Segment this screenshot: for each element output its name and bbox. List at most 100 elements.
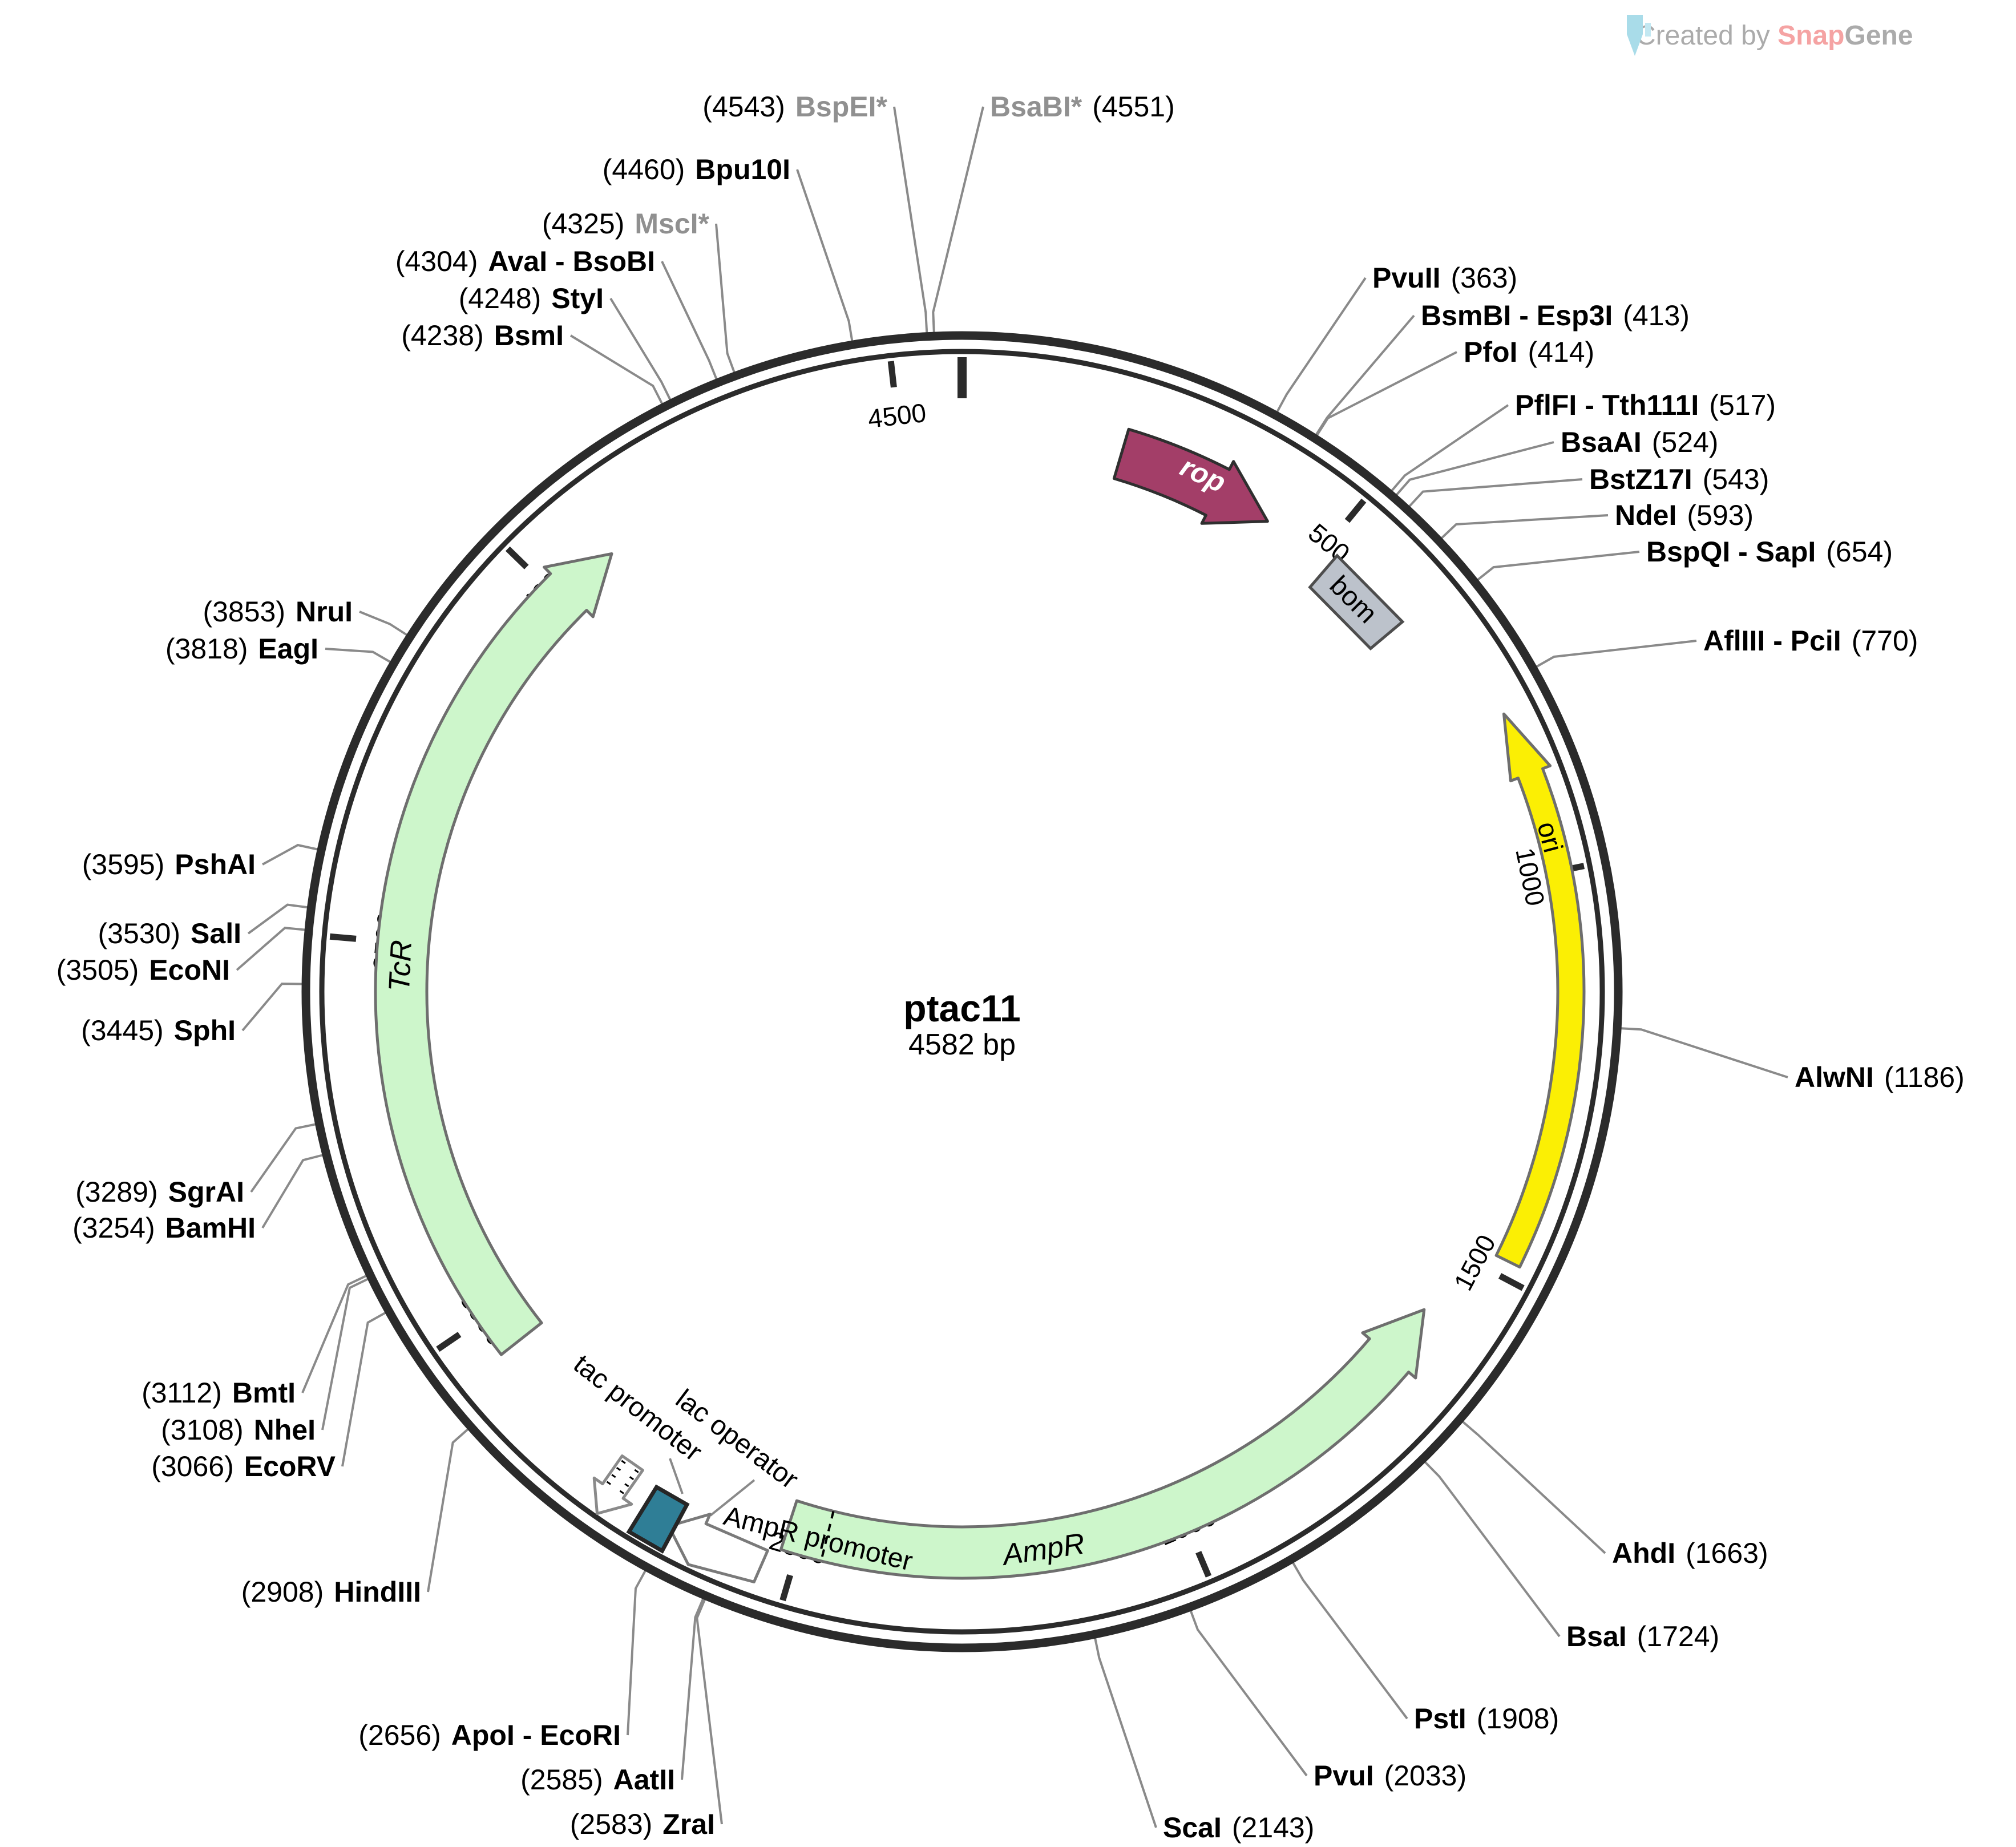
site-label-PvuI: PvuI (2033) <box>1314 1760 1466 1792</box>
site-label-MscI: (4325) MscI* <box>542 208 710 240</box>
site-label-BsmI: (4238) BsmI <box>401 320 564 351</box>
site-label-EcoRV: (3066) EcoRV <box>151 1450 336 1482</box>
site-label-BsaBI: BsaBI* (4551) <box>990 91 1175 123</box>
site-label-SalI: (3530) SalI <box>98 918 241 949</box>
feature-tac-promoter <box>592 1454 644 1515</box>
site-label-BspQISapI: BspQI - SapI (654) <box>1646 536 1893 568</box>
leader-line-BsmI <box>569 334 663 405</box>
plasmid-title-block: ptac11 4582 bp <box>734 987 1190 1062</box>
tick-label-500: 500 <box>1303 518 1355 568</box>
feature-bom <box>1308 553 1405 650</box>
leader-line-SalI <box>247 903 308 935</box>
leader-line-AatII <box>681 1598 704 1780</box>
watermark-text: Created by SnapGene <box>1636 20 1913 51</box>
site-label-AlwNI: AlwNI (1186) <box>1795 1061 1965 1093</box>
tick-4000 <box>505 546 529 569</box>
leader-line-SphI <box>241 983 302 1032</box>
feature-label-ori: ori <box>1531 819 1568 856</box>
plasmid-size: 4582 bp <box>908 1028 1016 1062</box>
site-label-BspEI: (4543) BspEI* <box>702 91 887 123</box>
tube-notch <box>1645 23 1651 37</box>
leader-line-Bpu10I <box>796 169 854 341</box>
snapgene-watermark: Created by SnapGene <box>1623 13 1913 58</box>
site-label-BstZ17I: BstZ17I (543) <box>1589 463 1769 495</box>
leader-line-PflFITth111I <box>1391 404 1509 492</box>
site-label-PstI: PstI (1908) <box>1414 1703 1559 1735</box>
site-label-EcoNI: (3505) EcoNI <box>56 954 230 986</box>
tick-2500 <box>779 1574 793 1602</box>
leader-line-BsaI <box>1424 1461 1561 1638</box>
site-label-PfoI: PfoI (414) <box>1464 336 1594 368</box>
tick-2000 <box>1195 1551 1212 1578</box>
site-label-SphI: (3445) SphI <box>81 1015 236 1046</box>
leader-line-AlwNI <box>1621 1027 1788 1078</box>
plasmid-name: ptac11 <box>903 987 1021 1029</box>
site-label-AflIIIPciI: AflIII - PciI (770) <box>1703 625 1918 657</box>
feature-ori <box>1494 712 1586 1269</box>
tick-label-1500: 1500 <box>1448 1230 1501 1295</box>
tick-label-4500: 4500 <box>866 398 928 434</box>
leader-line-ApoIEcoRI <box>627 1570 647 1736</box>
leader-line-PfoI <box>1316 351 1457 436</box>
leader-line-AvaIBsoBI <box>661 261 718 379</box>
leader-line-EagI <box>325 648 391 663</box>
leader-line-EcoRV <box>341 1312 386 1467</box>
feature-TcR <box>374 552 613 1356</box>
leader-line-BamHI <box>261 1154 323 1229</box>
site-label-ScaI: ScaI (2143) <box>1163 1812 1314 1844</box>
feature-rop <box>1112 427 1269 525</box>
leader-line-BspEI <box>893 106 928 333</box>
tick-3500 <box>329 933 357 942</box>
feature-AmpR <box>779 1308 1426 1580</box>
backbone-outer-ring <box>301 331 1623 1652</box>
feature-AmpR-divider <box>819 1511 835 1562</box>
tac-promoter-label-leader <box>669 1458 684 1494</box>
leader-line-BspQISapI <box>1477 551 1640 581</box>
lac-operator-label-leader <box>709 1479 756 1517</box>
site-label-BamHI: (3254) BamHI <box>72 1212 256 1244</box>
leader-line-PshAI <box>262 843 318 866</box>
site-label-StyI: (4248) StyI <box>459 282 604 314</box>
site-label-BsaI: BsaI (1724) <box>1566 1620 1719 1652</box>
leader-line-SgrAI <box>250 1123 316 1193</box>
leader-line-NheI <box>321 1278 369 1430</box>
site-label-PvuII: PvuII (363) <box>1372 262 1517 294</box>
site-label-ZraI: (2583) ZraI <box>570 1808 715 1840</box>
leader-line-HindIII <box>427 1428 469 1593</box>
site-label-EagI: (3818) EagI <box>165 633 318 665</box>
site-label-PshAI: (3595) PshAI <box>82 848 256 880</box>
leader-line-BsaAI <box>1396 441 1554 496</box>
leader-line-PvuII <box>1276 277 1367 413</box>
site-label-PflFITth111I: PflFI - Tth111I (517) <box>1515 389 1776 421</box>
feature-lac-operator <box>626 1484 690 1554</box>
site-label-NdeI: NdeI (593) <box>1615 499 1754 531</box>
tick-1500 <box>1498 1273 1525 1291</box>
leader-line-MscI <box>715 223 736 373</box>
feature-label-TcR: TcR <box>383 939 418 992</box>
leader-line-BstZ17I <box>1408 478 1583 507</box>
site-label-NruI: (3853) NruI <box>203 596 353 628</box>
site-label-NheI: (3108) NheI <box>161 1414 316 1446</box>
site-label-AhdI: AhdI (1663) <box>1612 1537 1768 1569</box>
site-label-ApoIEcoRI: (2656) ApoI - EcoRI <box>358 1719 621 1751</box>
backbone-inner-ring <box>319 349 1605 1635</box>
leader-line-BmtI <box>301 1275 367 1393</box>
leader-line-NruI <box>359 611 407 636</box>
site-label-BsaAI: BsaAI (524) <box>1561 426 1718 458</box>
site-label-BsmBIEsp3I: BsmBI - Esp3I (413) <box>1421 300 1690 332</box>
site-label-Bpu10I: (4460) Bpu10I <box>603 153 790 185</box>
leader-line-AflIIIPciI <box>1536 640 1697 668</box>
site-label-AvaIBsoBI: (4304) AvaI - BsoBI <box>395 245 655 277</box>
leader-line-AhdI <box>1462 1421 1606 1554</box>
site-label-SgrAI: (3289) SgrAI <box>75 1176 244 1208</box>
tick-3000 <box>436 1332 462 1352</box>
leader-line-PstI <box>1292 1562 1408 1720</box>
leader-line-ZraI <box>696 1599 723 1825</box>
tick-4500 <box>887 361 897 388</box>
tube-body <box>1627 15 1643 56</box>
site-label-HindIII: (2908) HindIII <box>241 1576 421 1608</box>
tick-500 <box>1344 498 1367 523</box>
site-label-AatII: (2585) AatII <box>520 1764 675 1796</box>
